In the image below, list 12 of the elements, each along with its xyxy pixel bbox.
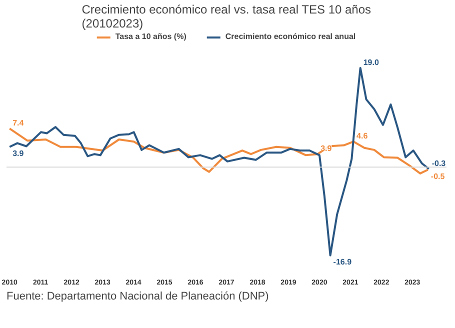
- legend-label: Crecimiento económico real anual: [225, 32, 356, 41]
- annotation: 19.0: [363, 58, 380, 67]
- annotation: 4.6: [356, 132, 368, 141]
- source-note: Fuente: Departamento Nacional de Planeación (DNP): [6, 290, 269, 302]
- annotation: 3.9: [320, 144, 332, 154]
- annotation: 7.4: [12, 118, 24, 128]
- annotation: -0.5: [430, 172, 446, 181]
- legend-label: Tasa a 10 años (%): [115, 32, 186, 41]
- annotation: 3.9: [12, 148, 24, 158]
- annotation: -0.3: [432, 158, 446, 168]
- chart-title: Crecimiento económico real vs. tasa real TES 10 años (20102023): [82, 2, 372, 30]
- annotation: -16.9: [333, 257, 352, 266]
